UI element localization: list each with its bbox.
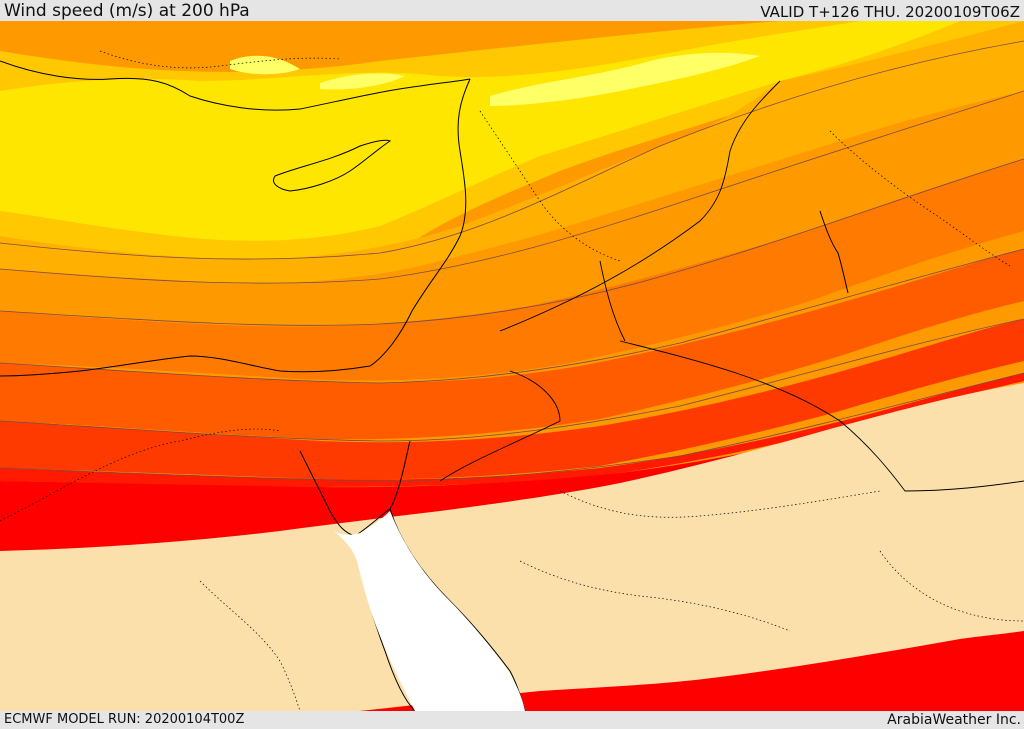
border-dotted-7 [879, 550, 1024, 622]
border-iraq-iran [499, 80, 781, 332]
contour-4 [0, 248, 1024, 384]
border-dotted-4 [519, 560, 791, 632]
wind-band-light-yellow-1 [490, 52, 760, 106]
border-dotted-8 [99, 50, 341, 69]
border-syria-iraq [599, 260, 626, 342]
internal-borders [0, 50, 1024, 711]
wind-band-light-yellow-2 [230, 55, 300, 75]
border-dotted-2 [479, 110, 621, 262]
footer-bar: ECMWF MODEL RUN: 20200104T00Z ArabiaWeat… [0, 711, 1024, 729]
map-panel [0, 21, 1024, 711]
wind-band-orange-red [0, 249, 1024, 440]
credit-label: ArabiaWeather Inc. [887, 712, 1021, 728]
wind-band-red-orange [0, 319, 1024, 480]
contour-lines [0, 40, 1024, 482]
contour-2 [0, 90, 1024, 284]
contour-1 [0, 40, 1024, 260]
wind-band-dark-orange [0, 159, 1024, 381]
map-title: Wind speed (m/s) at 200 hPa [4, 1, 250, 21]
red-sea-water [334, 511, 525, 711]
coast-egypt [0, 355, 371, 377]
wind-band-orange-ne [0, 21, 1024, 284]
wind-band-low [0, 383, 1024, 711]
model-run-label: ECMWF MODEL RUN: 20200104T00Z [4, 712, 245, 727]
border-dotted-1 [0, 428, 281, 522]
coast-turkey [0, 60, 471, 111]
wind-band-red-core [0, 386, 1024, 551]
coast-persian-gulf [819, 210, 849, 294]
wind-band-orange [0, 91, 1024, 324]
coast-levant [369, 78, 471, 367]
coast-cyprus [273, 139, 392, 192]
national-borders [439, 80, 1024, 492]
border-dotted-6 [199, 580, 301, 711]
valid-time-label: VALID T+126 THU. 20200109T06Z [760, 3, 1020, 21]
border-jordan [439, 370, 561, 482]
wind-band-red-south [360, 631, 1024, 711]
contour-6 [0, 372, 1024, 482]
coastlines [0, 60, 849, 711]
wind-band-red-1 [0, 373, 1024, 487]
wind-band-yellow-core [0, 21, 960, 241]
border-iraq-saudi [619, 340, 1024, 492]
header-bar: Wind speed (m/s) at 200 hPa VALID T+126 … [0, 0, 1024, 21]
contour-5 [0, 318, 1024, 442]
wind-band-light-yellow-3 [320, 73, 405, 90]
wind-speed-map [0, 21, 1024, 711]
contour-3 [0, 158, 1024, 326]
border-dotted-5 [559, 490, 881, 518]
border-dotted-3 [829, 130, 1011, 267]
